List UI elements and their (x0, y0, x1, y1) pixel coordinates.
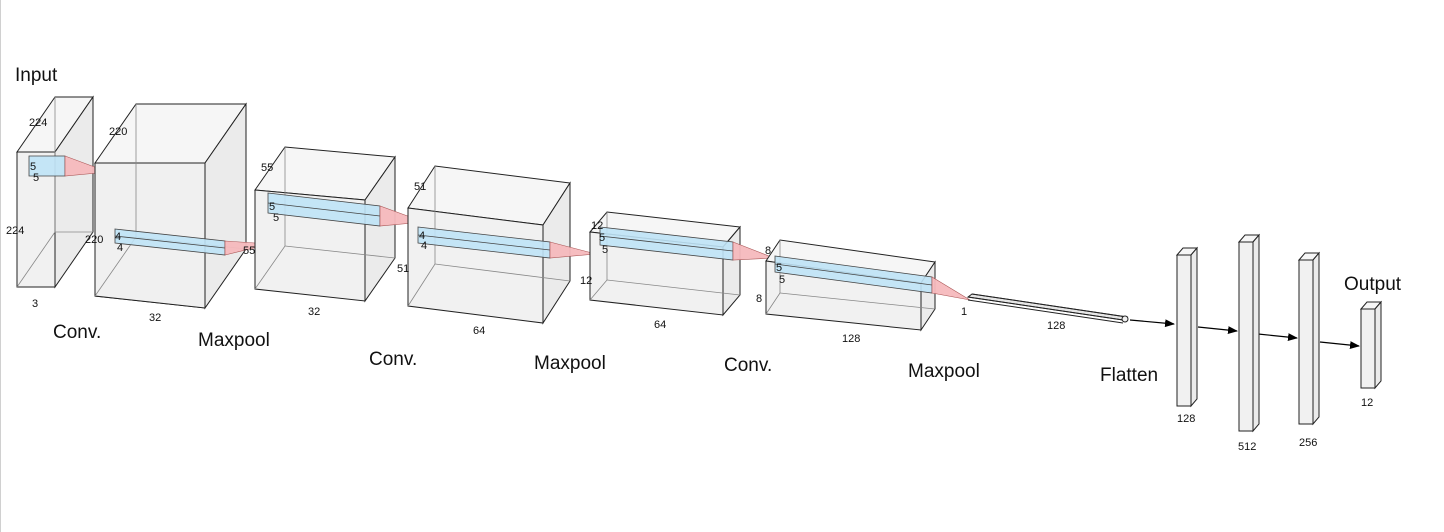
dense-arrows (1129, 319, 1360, 350)
pool3-dim-depth: 128 (1047, 320, 1065, 332)
pool1-dim-depth: 32 (308, 306, 320, 318)
pool2-kernel (599, 226, 775, 261)
pool2-dim-depth: 64 (654, 319, 666, 331)
pool3-dim-spatial: 1 (961, 306, 967, 318)
dense2-units: 512 (1238, 441, 1256, 453)
conv3-kernel (774, 255, 971, 301)
dense2-bar (1237, 233, 1261, 433)
input-kernel-w: 5 (33, 172, 39, 184)
conv3-kernel-w: 5 (779, 274, 785, 286)
conv1-dim-width: 220 (85, 234, 103, 246)
pool1-kernel-w: 5 (273, 212, 279, 224)
input-title: Input (15, 65, 58, 86)
dense1-units: 128 (1177, 413, 1195, 425)
dense3-units: 256 (1299, 437, 1317, 449)
conv1-kernel-w: 4 (117, 242, 123, 254)
conv1-dim-depth: 32 (149, 312, 161, 324)
pool1-dim-width: 55 (243, 245, 255, 257)
pool2-kernel-h: 5 (599, 232, 605, 244)
input-kernel (28, 155, 109, 177)
output-units: 12 (1361, 397, 1373, 409)
pool2-kernel-w: 5 (602, 244, 608, 256)
dense1-bar (1175, 246, 1199, 408)
op-label-conv-2: Conv. (369, 349, 417, 370)
arrow-dense1-to-dense2 (1197, 326, 1238, 335)
conv2-kernel (417, 226, 597, 259)
pool2-dim-height: 12 (591, 220, 603, 232)
input-dim-width: 224 (6, 225, 24, 237)
op-label-maxpool-1: Maxpool (198, 330, 270, 351)
conv3-kernel-h: 5 (776, 262, 782, 274)
conv2-dim-depth: 64 (473, 325, 485, 337)
pool2-volume (589, 211, 741, 317)
pool1-kernel-h: 5 (269, 201, 275, 213)
arrow-dense3-to-output (1319, 341, 1360, 350)
conv2-kernel-w: 4 (421, 240, 427, 252)
input-dim-depth: 3 (32, 298, 38, 310)
op-label-maxpool-3: Maxpool (908, 361, 980, 382)
conv3-dim-height: 8 (765, 245, 771, 257)
conv3-dim-depth: 128 (842, 333, 860, 345)
output-bar (1359, 300, 1383, 390)
conv1-kernel-h: 4 (115, 231, 121, 243)
arrow-dense2-to-dense3 (1257, 333, 1298, 342)
conv2-dim-height: 51 (414, 181, 426, 193)
dense3-bar (1297, 251, 1321, 426)
conv2-kernel-h: 4 (419, 230, 425, 242)
pool1-dim-height: 55 (261, 162, 273, 174)
pool3-volume (966, 293, 1129, 324)
op-label-flatten: Flatten (1100, 365, 1158, 386)
conv3-dim-width: 8 (756, 293, 762, 305)
op-label-maxpool-2: Maxpool (534, 353, 606, 374)
output-title: Output (1344, 274, 1402, 295)
pool1-volume (254, 146, 396, 303)
conv1-dim-height: 220 (109, 126, 127, 138)
pool2-dim-width: 12 (580, 275, 592, 287)
conv2-dim-width: 51 (397, 263, 409, 275)
op-label-conv-1: Conv. (53, 322, 101, 343)
input-dim-height: 224 (29, 117, 47, 129)
input-volume (16, 95, 94, 289)
arrow-flatten-to-dense1 (1129, 319, 1175, 328)
input-kernel-h: 5 (30, 161, 36, 173)
op-label-conv-3: Conv. (724, 355, 772, 376)
